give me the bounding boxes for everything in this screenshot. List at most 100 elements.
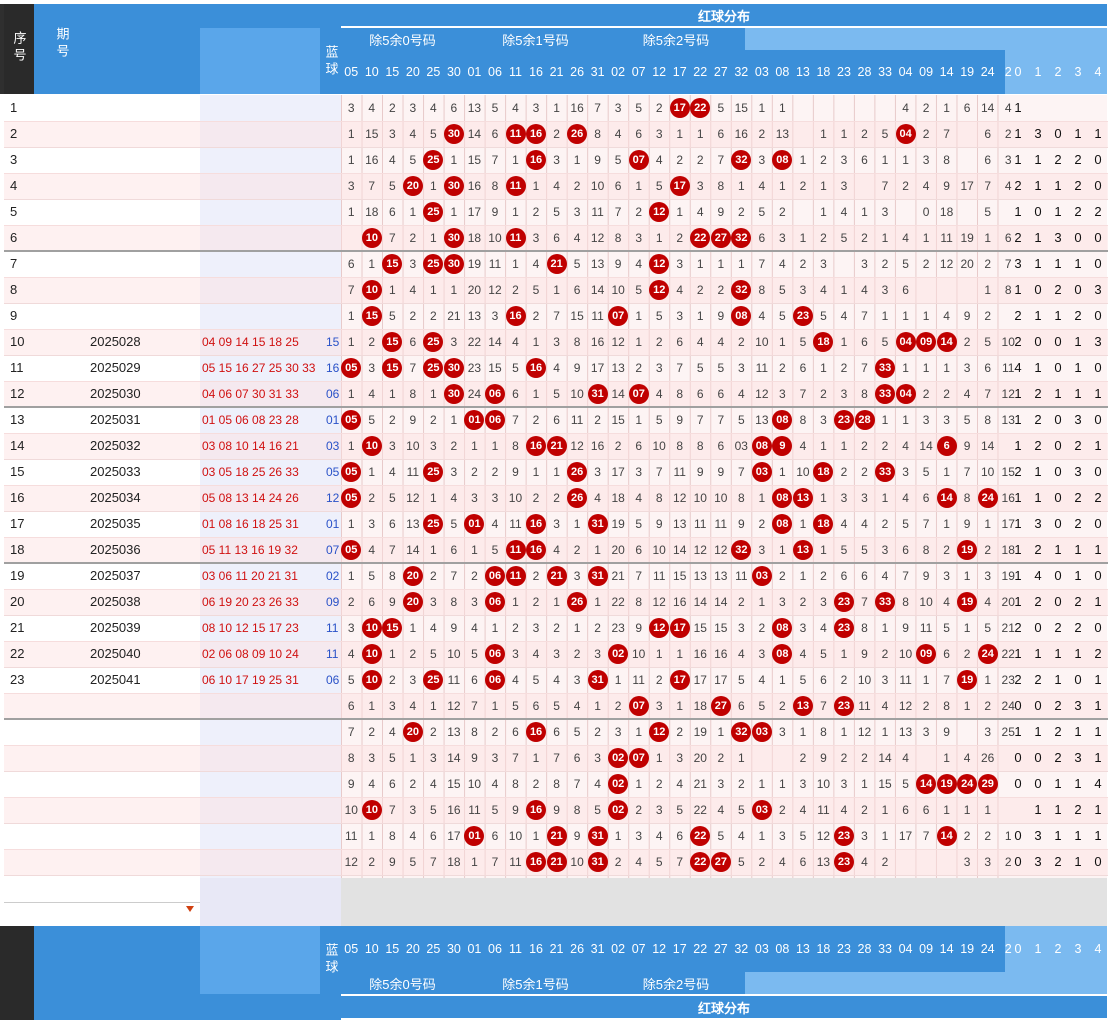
gap-count-cell: 3 [347,179,355,193]
table-row[interactable]: 7 6 1 15 3 25 30 19 11 1 4 21 5 13 9 4 12 3 1 1 1 7 4 2 3 3 2 5 2 12 2… [4,251,1108,278]
gap-count-cell: 2 [532,309,540,323]
red-ball-marker: 08 [772,514,793,534]
red-ball-marker: 20 [402,592,423,612]
gap-count-cell: 1 [820,491,827,505]
gap-count-cell: 6 [861,153,868,167]
gap-count-cell: 1 [840,335,848,349]
row-background [4,199,1108,226]
top-stat-1: 1 [1034,65,1042,79]
row-stat-count: 0 [1094,152,1102,167]
gap-count-cell: 3 [409,673,417,687]
table-row[interactable]: 10 2025028 04 09 14 15 18 25 15 1 2 15 6 25 3 22 14… [4,329,1108,356]
table-row[interactable]: 16 2025034 05 08 13 14 24 26 12 05 2 5 12 1 4 3 3 10… [4,485,1108,512]
table-row[interactable]: 18 2025036 05 11 13 16 19 32 07 05 4 7 14 1 6 1 5 11… [4,537,1108,564]
input-row[interactable] [4,902,200,925]
red-ball-marker: 9 [772,436,793,456]
table-row[interactable]: 8 3 5 1 3 14 9 3 7 1 7 6 3 02 07 1 3 20 2 1 2 9 2 2 14 4 1 4 26 0 0 2 3 1 [4,745,1108,772]
table-row[interactable]: 13 2025031 01 05 06 08 23 28 01 05 5 2 9 2 1 01 06 7… [4,407,1108,434]
gap-count-cell: 4 [737,387,745,401]
table-row[interactable]: 12 2 9 5 7 18 1 7 11 16 21 10 31 2 4 5 7 22 27 5 2 4 6 13 23 4 2 3 3… [4,849,1108,876]
bottom-stat-4: 4 [1094,942,1102,956]
table-row[interactable]: 4 3 7 5 20 1 30 16 8 11 1 4 2 10 6 1 5 17 3 8 1 4 1 2 1 3 7 2 4 9 17 7 4… [4,173,1108,200]
table-row[interactable]: 1 3 4 2 3 4 6 13 5 4 3 1 16 7 3 5 2 17 22 5 15 1 1 4 2 1 6 14 4 1 [4,95,1108,122]
table-row[interactable]: 19 2025037 03 06 11 20 21 31 02 1 5 8 20 2 7 2 06 11… [4,563,1108,590]
table-row[interactable]: 14 2025032 03 08 10 14 16 21 03 1 10 3 10 3 2 1 1 8 1… [4,433,1108,460]
bottom-col-32: 2 [1004,942,1012,956]
gap-count-cell: 1 [881,153,889,167]
row-background [4,667,1108,694]
gap-count-cell: 2 [779,569,786,583]
gap-count-cell: 4 [512,101,519,115]
gap-count-cell: 5 [902,517,909,531]
bottom-col-8: 11 [509,942,522,956]
table-row[interactable]: 23 2025041 06 10 17 19 25 31 06 5 10 2 3 25 11 6 06… [4,667,1108,694]
row-stat-count: 2 [1074,516,1082,531]
red-dist-title: 红球分布 [341,4,1107,26]
arrow-down-icon[interactable] [186,906,194,912]
gap-count-cell: 1 [779,101,786,115]
row-stat-count: 1 [1074,776,1082,791]
row-stat-count: 1 [1034,230,1042,245]
row-stat-count: 0 [1054,490,1062,505]
gap-count-cell: 1 [635,725,642,739]
row-period: 2025035 [90,516,141,531]
table-row[interactable]: 9 4 6 2 4 15 10 4 8 2 8 7 4 02 1 2 4 21 3 2 1 1 3 10 3 1 15 5 14 19 24… [4,771,1108,798]
table-row[interactable]: 6 10 7 2 1 30 18 10 11 3 6 4 12 8 3 1 2 22 27 32 6 3 1 2 5 2 1 4 1 11… [4,225,1108,252]
red-ball-marker: 06 [485,670,505,690]
table-row[interactable]: 5 1 18 6 1 25 1 17 9 1 2 5 3 11 7 2 12 1 4 9 2 5 2 1 4 1 3 0 18 5 1 0 1 2… [4,199,1108,226]
gap-count-cell: 7 [984,179,992,193]
red-ball-marker: 33 [875,462,896,482]
gap-count-cell: 4 [594,491,601,505]
gap-count-cell: 3 [491,491,499,505]
gap-count-cell: 8 [696,439,704,453]
table-row[interactable]: 2 1 15 3 4 5 30 14 6 11 16 2 26 8 4 6 3 1 1 6 16 2 13 1 1 2 5 04 2 7 6… [4,121,1108,148]
row-stat-count: 1 [1034,308,1042,323]
gap-count-cell: 6 [553,413,560,427]
table-row[interactable]: 11 2025029 05 15 16 27 25 30 33 16 05 3 15 7 25 3… [4,355,1108,382]
row-seq: 21 [10,620,25,635]
row-stat-count: 0 [1014,854,1022,869]
gap-count-cell: 2 [820,569,827,583]
table-row[interactable]: 17 2025035 01 08 16 18 25 31 01 1 3 6 13 25 5 01 4 1… [4,511,1108,538]
table-row[interactable]: 6 1 3 4 1 12 7 1 5 6 5 4 1 2 07 3 1 18 27 6 5 2 13 7 23 11 4 12 2 8 1 2… [4,693,1108,720]
gap-count-cell: 5 [737,673,745,687]
table-row[interactable]: 21 2025039 08 10 12 15 17 23 11 3 10 15 1 4 9 4 1 2 3… [4,615,1108,642]
gap-count-cell: 11 [591,309,604,323]
gap-count-cell: 1 [347,309,355,323]
gap-count-cell: 5 [635,283,642,297]
table-row[interactable]: 22 2025040 02 06 08 09 10 24 11 4 10 1 2 5 10 5 06 3… [4,641,1108,668]
row-stat-count: 2 [1094,204,1102,219]
gap-count-cell: 10 [755,335,769,349]
gap-count-cell: 5 [573,257,581,271]
gap-count-cell: 3 [840,491,848,505]
table-row[interactable]: 8 7 10 1 4 1 1 20 12 2 5 1 6 14 10 5 12 4 2 2 32 8 5 3 4 1 4 3 6 1 8 1 0… [4,277,1108,304]
gap-count-cell: 2 [655,101,663,115]
gap-count-cell: 2 [799,751,807,765]
table-row[interactable]: 15 2025033 03 05 18 25 26 33 05 05 1 4 11 25 3 2 2 9… [4,459,1108,486]
gap-count-cell: 1 [430,283,437,297]
table-row[interactable]: 3 1 16 4 5 25 1 15 7 1 16 3 1 9 5 07 4 2 2 7 32 3 08 1 2 3 6 1 1 3 8 6 3… [4,147,1108,174]
gap-count-cell: 16 [734,127,748,141]
table-row[interactable]: 7 2 4 20 2 13 8 2 6 16 6 5 2 3 1 12 2 19 1 32 03 3 1 8 1 12 1 13 3 9 3… [4,719,1108,746]
gap-count-cell: 9 [737,517,745,531]
gap-count-cell: 1 [368,465,376,479]
table-row[interactable]: 20 2025038 06 19 20 23 26 33 09 2 6 9 20 3 8 3 06 1 2… [4,589,1108,616]
row-stat-count: 1 [1054,776,1062,791]
bottom-col-7: 06 [488,942,502,956]
red-ball-marker: 04 [895,332,916,352]
row-background [4,173,1108,200]
row-stat-count: 1 [1074,828,1082,843]
gap-count-cell: 2 [820,231,827,245]
table-row[interactable]: 9 1 15 5 2 2 21 13 3 16 2 7 15 11 07 1 5 3 1 9 08 4 5 23 5 4 7 1 1 1 4… [4,303,1108,330]
gap-count-cell: 7 [594,101,601,115]
table-row[interactable]: 12 2025030 04 06 07 30 31 33 06 1 4 1 8 1 30 24 06 6… [4,381,1108,408]
row-seq: 13 [10,412,25,427]
gap-count-cell: 1 [922,231,930,245]
gap-count-cell: 6 [902,283,909,297]
gap-count-cell: 2 [861,465,868,479]
table-row[interactable]: 11 1 8 4 6 17 01 6 10 1 21 9 31 1 3 4 6 22 5 4 1 3 5 12 23 3 1 17 7 1… [4,823,1108,850]
table-row[interactable]: 10 10 7 3 5 16 11 5 9 16 9 8 5 02 2 3 5 22 4 5 03 2 4 11 4 2 1 6 6 1 1… [4,797,1108,824]
row-stat-count: 0 [1034,334,1042,349]
row-background [4,563,1108,590]
gap-count-cell: 11 [509,855,522,869]
